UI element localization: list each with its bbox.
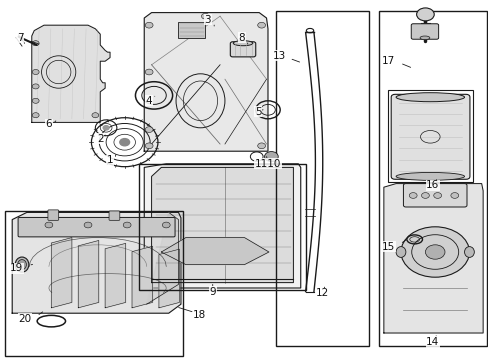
Text: 2: 2	[97, 134, 103, 144]
Circle shape	[425, 245, 444, 259]
Bar	[276, 11, 368, 346]
Circle shape	[264, 152, 278, 162]
Circle shape	[257, 22, 265, 28]
FancyBboxPatch shape	[410, 24, 438, 39]
Polygon shape	[383, 184, 482, 333]
Circle shape	[84, 222, 92, 228]
FancyBboxPatch shape	[109, 211, 120, 220]
Circle shape	[120, 139, 129, 146]
Bar	[387, 90, 472, 182]
Polygon shape	[144, 13, 267, 151]
Circle shape	[145, 22, 153, 28]
Text: 3: 3	[204, 15, 211, 25]
Bar	[139, 164, 305, 290]
Polygon shape	[151, 167, 293, 283]
Ellipse shape	[395, 93, 464, 102]
Circle shape	[145, 69, 153, 75]
Bar	[378, 11, 486, 346]
Polygon shape	[159, 249, 179, 308]
Polygon shape	[12, 212, 181, 313]
Polygon shape	[146, 212, 178, 304]
FancyBboxPatch shape	[230, 42, 255, 57]
Text: 9: 9	[209, 287, 216, 297]
Text: 8: 8	[238, 33, 245, 43]
Ellipse shape	[395, 247, 405, 257]
Circle shape	[201, 13, 209, 19]
Text: 19: 19	[10, 263, 23, 273]
FancyBboxPatch shape	[178, 22, 205, 38]
Polygon shape	[105, 243, 125, 308]
Ellipse shape	[464, 247, 473, 257]
Circle shape	[32, 84, 39, 89]
FancyBboxPatch shape	[390, 94, 469, 179]
Ellipse shape	[18, 260, 26, 270]
FancyBboxPatch shape	[18, 217, 175, 237]
Text: 1110: 1110	[254, 159, 281, 169]
Text: 16: 16	[425, 180, 439, 190]
Circle shape	[123, 222, 131, 228]
Text: 17: 17	[381, 56, 394, 66]
Text: 5: 5	[254, 107, 261, 117]
Circle shape	[145, 143, 153, 149]
Circle shape	[433, 193, 441, 198]
Circle shape	[450, 193, 458, 198]
Ellipse shape	[233, 41, 252, 46]
FancyBboxPatch shape	[403, 184, 466, 207]
Circle shape	[32, 113, 39, 118]
Circle shape	[45, 222, 53, 228]
Circle shape	[162, 222, 170, 228]
Text: 1: 1	[106, 155, 113, 165]
Ellipse shape	[395, 172, 464, 180]
Text: 12: 12	[315, 288, 329, 298]
Circle shape	[32, 98, 39, 103]
Circle shape	[103, 126, 109, 130]
Text: 14: 14	[425, 337, 439, 347]
Text: 18: 18	[193, 310, 206, 320]
Bar	[5, 211, 183, 356]
Ellipse shape	[15, 257, 29, 272]
Circle shape	[32, 41, 39, 46]
Text: 15: 15	[381, 242, 394, 252]
Polygon shape	[78, 240, 99, 308]
Polygon shape	[32, 25, 110, 122]
Circle shape	[257, 143, 265, 149]
Polygon shape	[51, 238, 72, 308]
Circle shape	[92, 113, 99, 118]
Text: 13: 13	[272, 51, 285, 61]
Circle shape	[421, 193, 428, 198]
Polygon shape	[132, 246, 152, 308]
Text: 6: 6	[45, 119, 52, 129]
Circle shape	[32, 69, 39, 75]
Ellipse shape	[419, 36, 429, 40]
Circle shape	[400, 227, 468, 277]
Circle shape	[145, 127, 153, 132]
Text: 7: 7	[17, 33, 23, 43]
Circle shape	[416, 8, 433, 21]
Text: 20: 20	[19, 314, 32, 324]
FancyBboxPatch shape	[48, 210, 59, 220]
Circle shape	[408, 193, 416, 198]
Polygon shape	[161, 238, 268, 265]
Text: 4: 4	[145, 96, 152, 106]
Polygon shape	[144, 164, 300, 288]
